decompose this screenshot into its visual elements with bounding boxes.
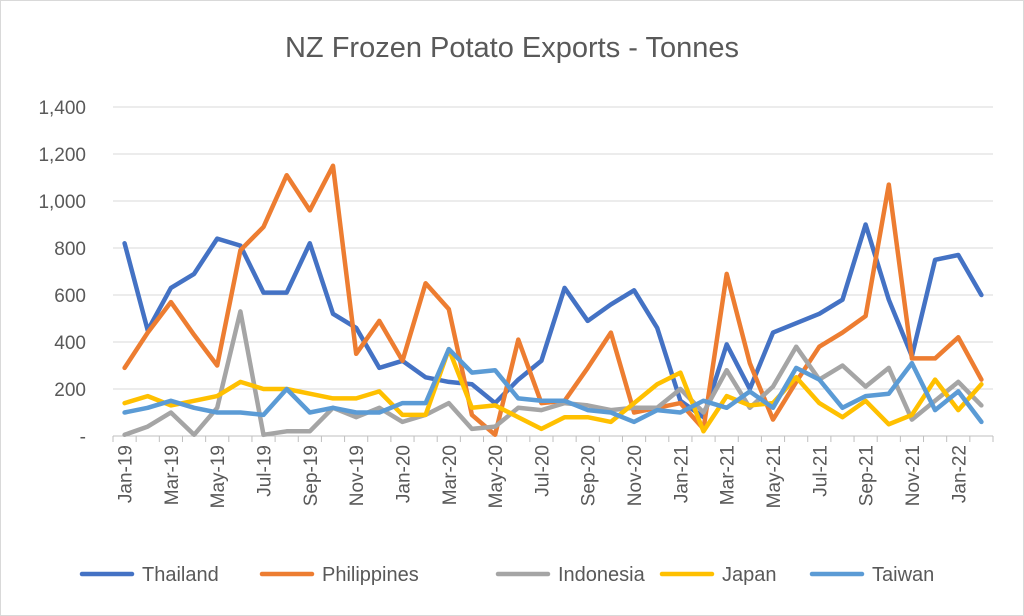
y-tick-label: 800 bbox=[54, 239, 86, 260]
x-tick-label: Jan-21 bbox=[671, 445, 692, 503]
x-tick-label: May-21 bbox=[764, 445, 785, 508]
legend-label-philippines: Philippines bbox=[322, 564, 419, 586]
x-tick-label: Jan-20 bbox=[393, 445, 414, 503]
x-tick-label: Nov-20 bbox=[625, 445, 646, 506]
series-line-philippines bbox=[122, 163, 984, 438]
x-tick-label: Jul-20 bbox=[532, 445, 553, 497]
y-tick-label: - bbox=[80, 427, 86, 448]
x-tick-label: Sep-20 bbox=[579, 445, 600, 506]
legend-label-taiwan: Taiwan bbox=[872, 564, 934, 586]
x-tick-label: May-20 bbox=[486, 445, 507, 508]
y-tick-label: 1,200 bbox=[38, 145, 86, 166]
x-tick-label: Jul-19 bbox=[255, 445, 276, 497]
series-line-japan bbox=[122, 346, 984, 434]
x-tick-label: Mar-19 bbox=[162, 445, 183, 505]
x-tick-label: Mar-21 bbox=[718, 445, 739, 505]
x-tick-label: May-19 bbox=[208, 445, 229, 508]
y-tick-label: 1,000 bbox=[38, 192, 86, 213]
series-lines bbox=[122, 163, 984, 438]
y-tick-label: 600 bbox=[54, 286, 86, 307]
y-tick-label: 200 bbox=[54, 380, 86, 401]
series-line-thailand bbox=[122, 222, 984, 420]
y-tick-label: 1,400 bbox=[38, 98, 86, 119]
series-line-taiwan bbox=[122, 346, 984, 425]
legend-label-thailand: Thailand bbox=[142, 564, 219, 586]
x-tick-label: Nov-19 bbox=[347, 445, 368, 506]
x-tick-label: Jan-19 bbox=[116, 445, 137, 503]
x-axis: Jan-19 Mar-19 May-19 Jul-19 Sep-19 Nov-19 Jan-… bbox=[112, 436, 994, 508]
gridlines bbox=[113, 106, 993, 437]
x-tick-label: Nov-21 bbox=[903, 445, 924, 506]
chart-title: NZ Frozen Potato Exports - Tonnes bbox=[285, 32, 739, 64]
legend-label-japan: Japan bbox=[722, 564, 777, 586]
x-tick-label: Sep-19 bbox=[301, 445, 322, 506]
x-tick-label: Sep-21 bbox=[857, 445, 878, 506]
x-tick-label: Mar-20 bbox=[440, 445, 461, 505]
x-tick-label: Jul-21 bbox=[810, 445, 831, 497]
legend-label-indonesia: Indonesia bbox=[558, 564, 646, 586]
legend: Thailand Philippines Indonesia Japan Taiwan bbox=[79, 564, 934, 586]
series-line-indonesia bbox=[122, 309, 984, 438]
y-axis: - 200 400 600 800 1,000 1,200 1,400 bbox=[38, 98, 86, 448]
x-tick-label: Jan-22 bbox=[949, 445, 970, 503]
y-tick-label: 400 bbox=[54, 333, 86, 354]
